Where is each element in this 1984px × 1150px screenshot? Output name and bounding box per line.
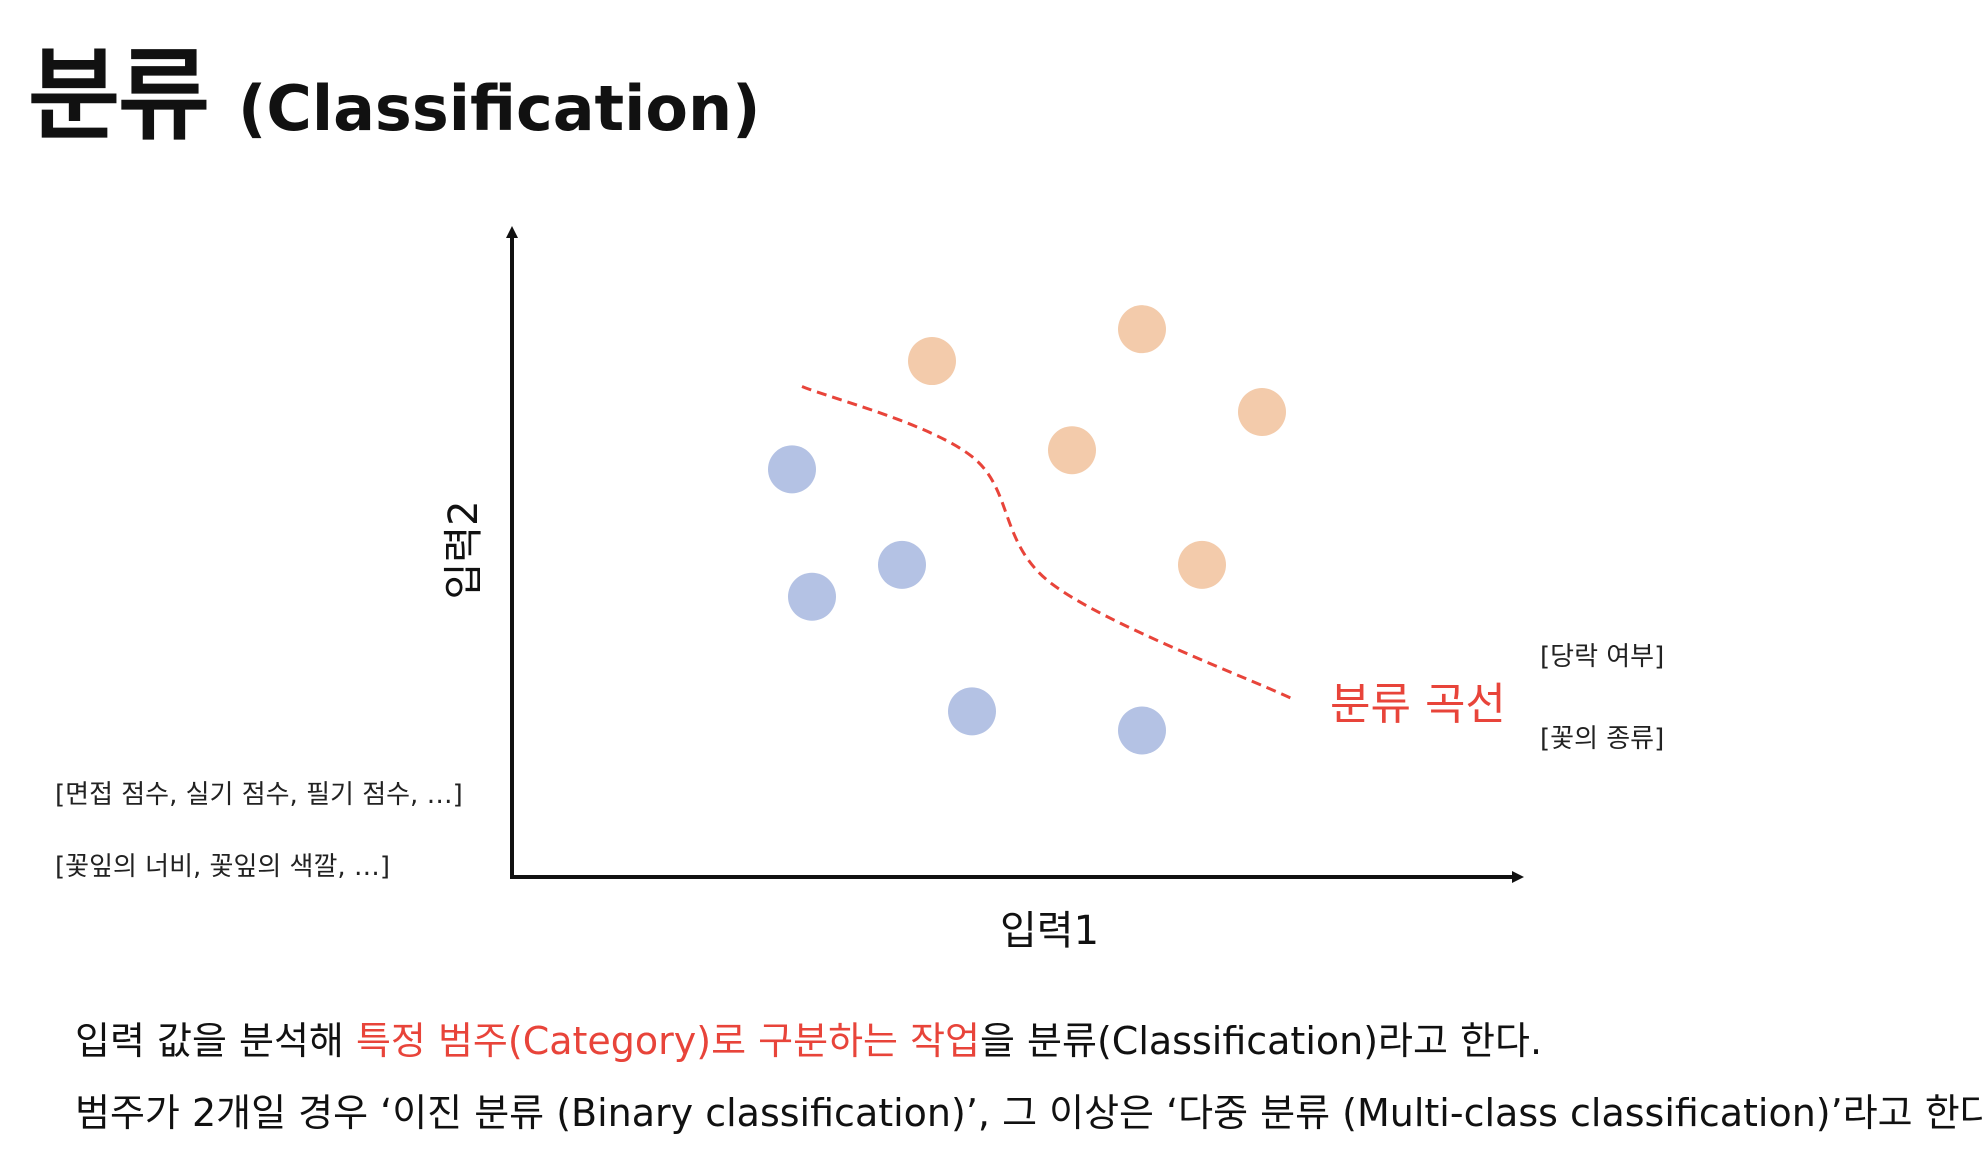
curve-label: 분류 곡선 — [1330, 679, 1506, 730]
description-part-2: 을 분류(Classification)라고 한다. — [980, 1019, 1543, 1063]
class-a-point-4 — [948, 687, 996, 736]
page-title: 분류 (Classification) — [28, 14, 761, 159]
input-example-petal: [꽃잎의 너비, 꽃잎의 색깔, …] — [55, 852, 391, 882]
title-english: (Classification) — [238, 72, 761, 145]
description-highlight: 특정 범주(Category)로 구분하는 작업 — [355, 1019, 980, 1063]
class-a-point-1 — [768, 445, 816, 494]
classification-boundary-curve — [801, 385, 1293, 700]
description-line-2: 범주가 2개일 경우 ‘이진 분류 (Binary classification… — [75, 1091, 1984, 1135]
class-b-point-1 — [908, 337, 956, 386]
class-b-point-5 — [1238, 387, 1286, 436]
class-b-point-4 — [1178, 540, 1226, 589]
y-axis-label: 입력2 — [441, 500, 487, 600]
input-example-interview: [면접 점수, 실기 점수, 필기 점수, …] — [55, 780, 463, 810]
title-korean: 분류 — [28, 37, 210, 154]
class-b-point-3 — [1048, 426, 1096, 475]
output-example-flower-type: [꽃의 종류] — [1540, 724, 1665, 754]
class-a-point-2 — [788, 572, 836, 621]
class-a-point-3 — [878, 540, 926, 589]
class-b-point-2 — [1118, 305, 1166, 354]
class-a-point-5 — [1118, 706, 1166, 755]
x-axis-label: 입력1 — [1000, 908, 1100, 954]
description-line-1: 입력 값을 분석해 특정 범주(Category)로 구분하는 작업을 분류(C… — [75, 1010, 1542, 1065]
description-part-1: 입력 값을 분석해 — [75, 1019, 356, 1063]
data-points — [768, 305, 1286, 755]
output-example-pass-fail: [당락 여부] — [1540, 642, 1665, 672]
